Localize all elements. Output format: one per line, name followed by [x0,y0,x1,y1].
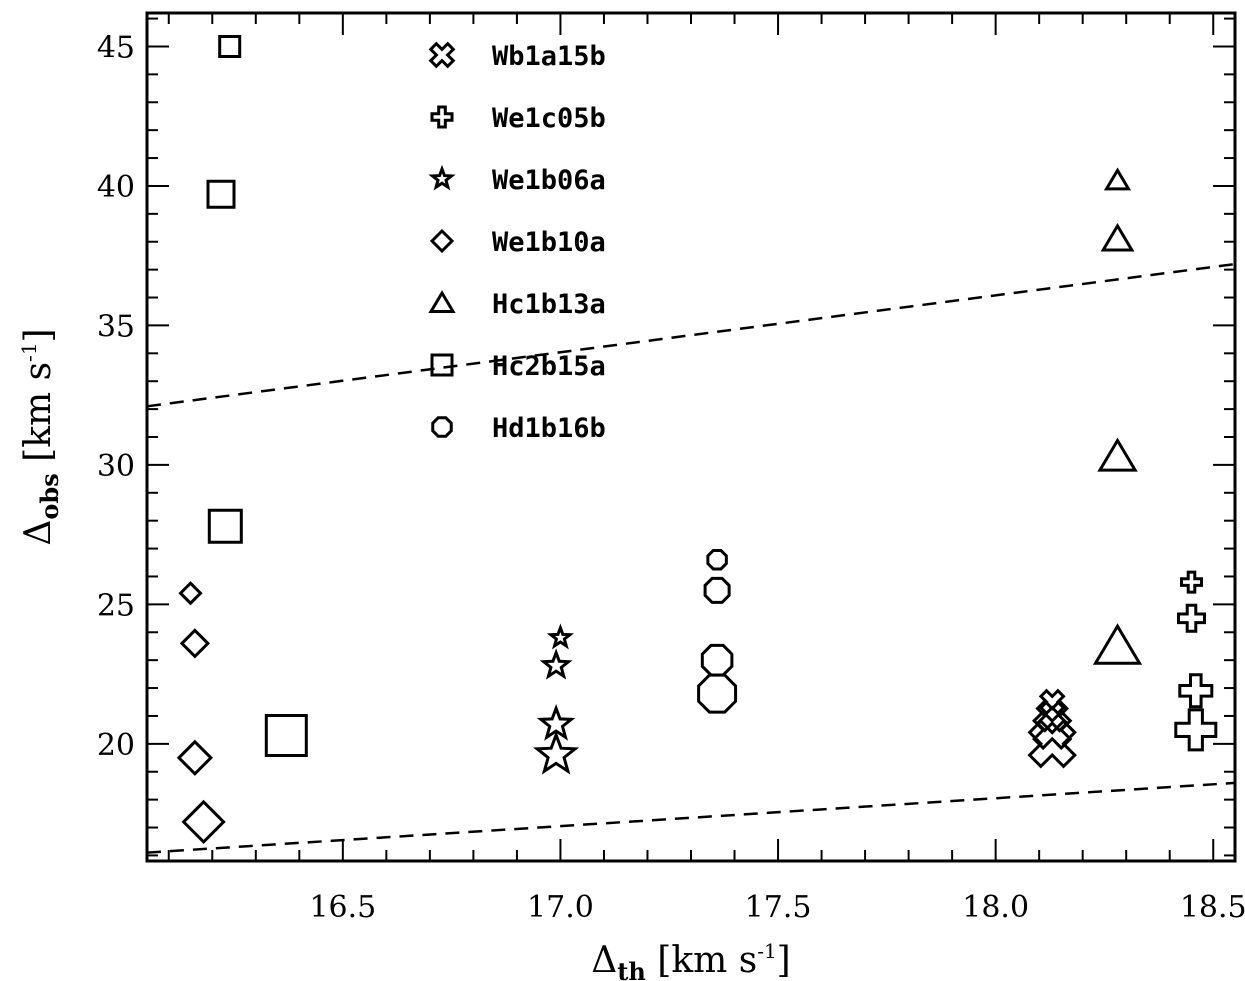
reference-lines [146,262,1236,854]
diamond-point [179,628,211,659]
dashed-reference-line [146,781,1236,854]
x-legend-icon [428,41,456,69]
square-point [207,508,243,544]
legend-label: We1c05b [492,103,606,134]
legend: Wb1a15b We1c05b We1b06a We1b10a Hc1b13a Hc2b1… [428,41,606,444]
star-point [539,648,573,680]
y-tick-label: 30 [97,449,135,484]
legend-label: We1b06a [492,165,606,196]
legend-label: We1b10a [492,227,606,258]
star-point [533,730,580,775]
star-legend-icon [428,164,456,191]
x-tick-label: 17.0 [527,890,594,925]
x-point [1027,719,1077,769]
square-legend-icon [430,353,454,377]
triangle-point [1100,222,1135,252]
x-point [1035,699,1069,733]
y-tick-label: 20 [97,728,135,763]
square-point [264,714,308,757]
plus-point [1177,603,1206,633]
y-tick-label: 35 [97,309,135,344]
octagon-point [700,643,734,677]
x-tick-label: 18.5 [1180,890,1245,925]
square-point [218,35,242,58]
diamond-legend-icon [429,228,455,254]
triangle-point [1103,167,1132,191]
legend-label: Hc1b13a [492,289,606,320]
y-tick-label: 25 [97,588,135,623]
plus-point [1178,673,1214,709]
y-tick-label: 40 [97,170,135,205]
square-point [206,179,236,209]
triangle-legend-icon [428,290,456,313]
triangle-point [1097,437,1138,472]
y-tick-label: 45 [97,30,135,65]
tick-labels: 16.5 17.0 17.5 18.0 18.5 20 25 30 35 40 45 [97,30,1245,925]
diamond-point [176,739,214,776]
x-tick-label: 18.0 [962,890,1029,925]
axis-ticks [147,13,1235,861]
data-points [176,35,1218,845]
diamond-point [181,799,226,845]
plus-legend-icon [430,105,454,129]
octagon-point [703,576,731,604]
x-point [1032,709,1073,751]
octagon-point [697,673,738,714]
octagon-legend-icon [431,416,453,438]
triangle-point [1092,623,1143,665]
octagon-point [706,548,728,571]
dashed-reference-line [146,262,1236,408]
plus-point [1174,708,1218,752]
plus-point [1180,570,1203,594]
star-point [546,623,574,650]
legend-label: Hd1b16b [492,413,606,444]
x-tick-label: 16.5 [309,890,376,925]
x-tick-label: 17.5 [745,890,812,925]
diamond-point [178,581,203,606]
x-axis-label: Δth [km s-1] [591,939,790,981]
legend-label: Hc2b15a [492,351,606,382]
legend-label: Wb1a15b [492,41,606,72]
y-axis-label: Δobs [km s-1] [17,328,64,545]
